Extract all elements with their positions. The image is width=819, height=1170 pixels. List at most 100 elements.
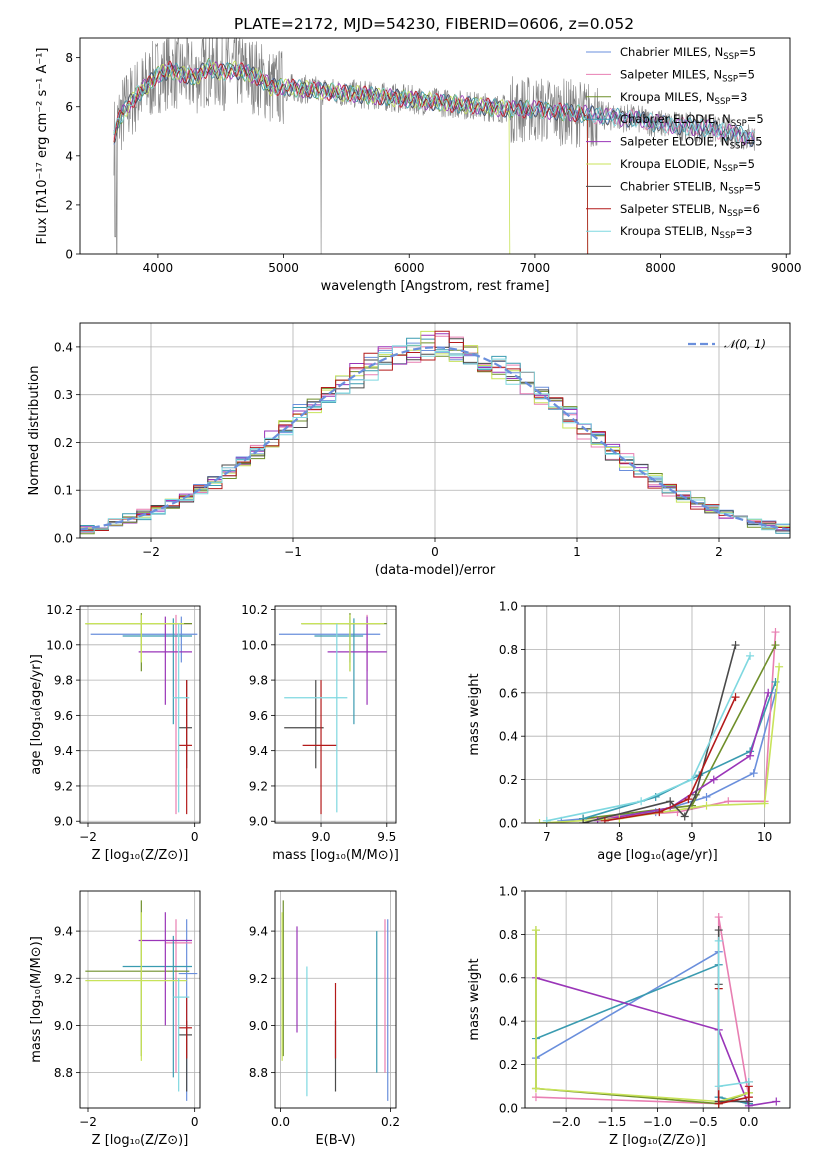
y-tick-label: 9.4: [54, 744, 73, 758]
series-marker: [714, 913, 723, 922]
y-tick-label: 0.3: [54, 388, 73, 402]
series-marker: [746, 751, 755, 760]
mass-vs-metallicity-panel: −2 0 8.8 9.0 9.2 9.4 Z [log₁₀(Z/Z⊙)] mass [log₁…: [29, 890, 201, 1148]
series-marker: [531, 1084, 540, 1093]
series-marker: [684, 795, 693, 804]
y-tick-label: 8: [65, 51, 73, 65]
x-axis-label: Z [log₁₀(Z/Z⊙)]: [92, 1133, 189, 1148]
data-point: [85, 912, 187, 1061]
x-tick-label: 1: [573, 545, 581, 559]
data-point: [122, 618, 192, 725]
plot-area: [85, 613, 198, 815]
weight-series-3: [583, 644, 777, 820]
y-tick-label: 9.2: [249, 972, 268, 986]
series-marker: [714, 1082, 723, 1091]
x-tick-label: 0.0: [271, 1115, 290, 1129]
weight-vs-age-panel: 7 8 9 10 0.0 0.2 0.4 0.6 0.8 1.0 age [log₁₀(age/yr…: [467, 600, 791, 863]
gaussian-curve: [80, 346, 790, 531]
x-tick-label: −2.0: [552, 1115, 581, 1129]
weight-series-6: [539, 666, 780, 823]
x-axis-label: age [log₁₀(age/yr)]: [597, 848, 718, 863]
legend-entry: Salpeter ELODIE, NSSP=5: [620, 135, 763, 152]
y-tick-label: 1.0: [499, 600, 518, 614]
series-marker: [542, 816, 551, 823]
y-axis-label: age [log₁₀(age/yr)]: [29, 654, 44, 775]
x-tick-label: 4000: [143, 261, 174, 275]
x-tick-label: 0: [191, 830, 199, 844]
data-point: [178, 680, 192, 815]
series-marker: [687, 775, 696, 784]
plot-area: [278, 613, 387, 815]
x-tick-label: −2: [79, 830, 97, 844]
x-axis-label: E(B-V): [315, 1133, 355, 1148]
x-tick-label: −1.5: [597, 1115, 626, 1129]
legend-entry: Chabrier ELODIE, NSSP=5: [620, 112, 764, 129]
plot-area: [535, 628, 784, 823]
x-axis-label: wavelength [Angstrom, rest frame]: [321, 279, 550, 294]
legend-entry: Kroupa STELIB, NSSP=3: [620, 224, 752, 241]
series-marker: [714, 926, 723, 935]
data-point: [302, 680, 337, 815]
y-tick-label: 9.2: [54, 972, 73, 986]
grid-lines: [80, 606, 200, 823]
weight-series-4: [535, 963, 750, 1105]
weight-series-3: [535, 930, 750, 1105]
y-tick-label: 8.8: [54, 1066, 73, 1080]
age-vs-metallicity-panel: −2 0 9.0 9.2 9.4 9.6 9.8 10.0 10.2 Z [log₁₀(Z/Z⊙)…: [29, 603, 201, 863]
y-axis-label: mass weight: [467, 958, 482, 1040]
weight-series-1: [535, 950, 750, 1105]
x-tick-label: −1.0: [643, 1115, 672, 1129]
y-tick-label: 9.0: [54, 1019, 73, 1033]
y-tick-label: 9.4: [249, 925, 268, 939]
x-tick-label: 8000: [645, 261, 676, 275]
series-marker: [666, 797, 675, 806]
series-marker: [744, 1093, 753, 1102]
data-point: [138, 616, 192, 705]
y-tick-label: 0.1: [54, 484, 73, 498]
series-marker: [637, 797, 646, 806]
age-vs-mass-panel: 9.0 9.5 9.0 9.2 9.4 9.6 9.8 10.0 10.2 mass [log₁₀…: [241, 603, 398, 863]
y-axis-label: mass [log₁₀(M/M⊙)]: [29, 936, 44, 1063]
y-tick-label: 6: [65, 100, 73, 114]
grid-lines: [525, 605, 790, 824]
y-tick-label: 0.0: [499, 1102, 518, 1116]
x-tick-label: 9.0: [311, 830, 330, 844]
series-marker: [655, 808, 664, 817]
weight-series-2: [535, 916, 750, 1105]
y-tick-label: 4: [65, 149, 73, 163]
legend-entry: Salpeter MILES, NSSP=5: [620, 67, 755, 84]
axes-frame: [274, 605, 397, 824]
grid-lines: [275, 606, 396, 823]
model-spectrum-8: [113, 60, 589, 254]
y-tick-label: 2: [65, 198, 73, 212]
series-marker: [724, 797, 733, 806]
x-tick-label: 5000: [268, 261, 299, 275]
series-marker: [531, 926, 540, 935]
series-marker: [744, 1077, 753, 1086]
weight-series-2: [583, 631, 777, 820]
y-tick-label: 10.2: [46, 603, 73, 617]
x-axis-label: (data-model)/error: [375, 563, 496, 578]
series-marker: [709, 775, 718, 784]
data-point: [122, 935, 192, 1078]
y-axis-label: Flux [fλ10⁻¹⁷ erg cm⁻² s⁻¹ A⁻¹]: [35, 48, 50, 245]
x-tick-label: 8: [616, 830, 624, 844]
y-tick-label: 0.0: [499, 817, 518, 831]
x-tick-label: 10: [757, 830, 772, 844]
weight-series-7: [717, 930, 750, 1103]
x-tick-label: 0: [431, 545, 439, 559]
x-tick-label: 7000: [520, 261, 551, 275]
y-axis-label: mass weight: [467, 673, 482, 755]
y-tick-label: 0.4: [499, 1015, 518, 1029]
x-axis-label: mass [log₁₀(M/M⊙)]: [272, 848, 399, 863]
series-marker: [764, 688, 773, 697]
weight-series-8: [604, 696, 737, 822]
histogram-9: [80, 344, 790, 538]
histogram-8: [80, 330, 790, 538]
data-point: [314, 618, 364, 725]
y-tick-label: 0.6: [499, 686, 518, 700]
series-marker: [771, 628, 780, 637]
data-point: [178, 1020, 192, 1092]
y-tick-label: 9.4: [249, 744, 268, 758]
axes-frame: [524, 605, 791, 824]
